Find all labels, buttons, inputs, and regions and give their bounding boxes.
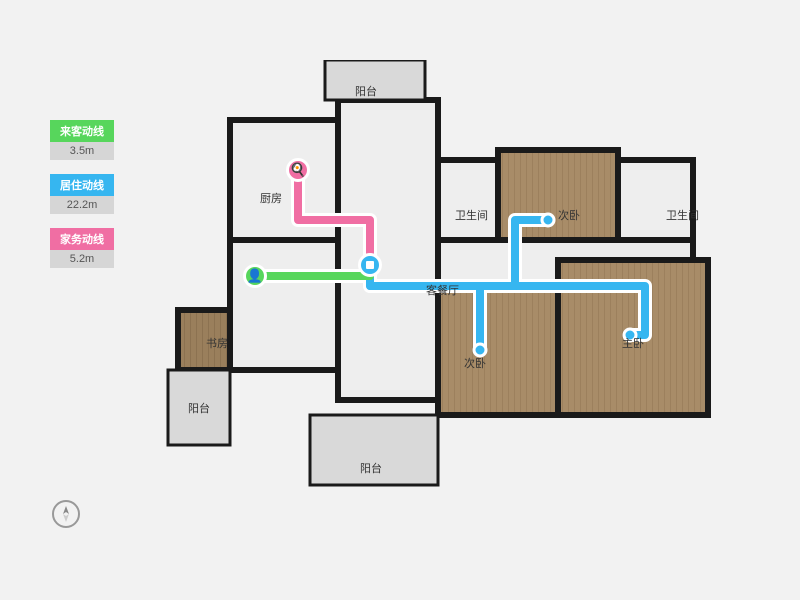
legend-item-chores: 家务动线 5.2m (50, 228, 114, 268)
floor-plan-svg (160, 60, 780, 560)
legend-guest-label: 来客动线 (50, 120, 114, 142)
legend-living-value: 22.2m (50, 196, 114, 214)
legend-guest-value: 3.5m (50, 142, 114, 160)
legend: 来客动线 3.5m 居住动线 22.2m 家务动线 5.2m (50, 120, 114, 282)
floor-plan: 阳台厨房卫生间次卧卫生间客餐厅书房阳台次卧主卧阳台 👤🍳 (160, 60, 780, 560)
legend-chores-label: 家务动线 (50, 228, 114, 250)
legend-item-guest: 来客动线 3.5m (50, 120, 114, 160)
legend-living-label: 居住动线 (50, 174, 114, 196)
compass-icon (52, 500, 80, 528)
guest-start-icon: 👤 (243, 264, 267, 288)
legend-chores-value: 5.2m (50, 250, 114, 268)
chores-end-icon: 🍳 (286, 158, 310, 182)
legend-item-living: 居住动线 22.2m (50, 174, 114, 214)
living-hub-icon (358, 253, 382, 277)
